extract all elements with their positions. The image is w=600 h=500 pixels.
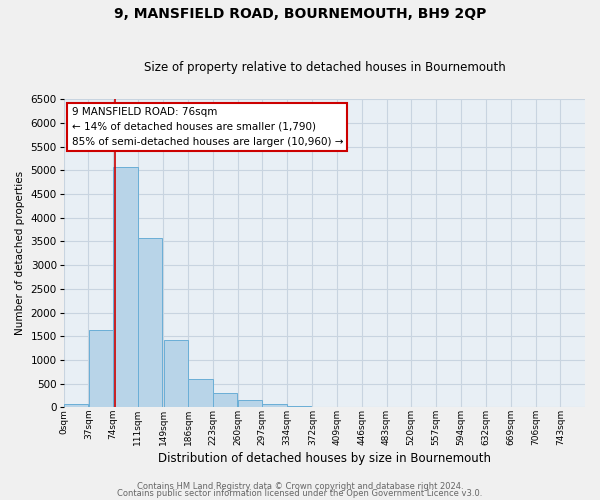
Y-axis label: Number of detached properties: Number of detached properties <box>15 171 25 336</box>
Bar <box>188 380 212 407</box>
Bar <box>138 238 163 408</box>
Bar <box>287 406 311 408</box>
Bar <box>64 404 88 407</box>
Title: Size of property relative to detached houses in Bournemouth: Size of property relative to detached ho… <box>143 62 505 74</box>
X-axis label: Distribution of detached houses by size in Bournemouth: Distribution of detached houses by size … <box>158 452 491 465</box>
Bar <box>113 166 137 408</box>
Bar <box>238 400 262 407</box>
Text: Contains public sector information licensed under the Open Government Licence v3: Contains public sector information licen… <box>118 488 482 498</box>
Bar <box>89 330 113 407</box>
Bar <box>213 393 237 407</box>
Bar <box>262 404 287 407</box>
Text: 9, MANSFIELD ROAD, BOURNEMOUTH, BH9 2QP: 9, MANSFIELD ROAD, BOURNEMOUTH, BH9 2QP <box>114 8 486 22</box>
Bar <box>164 340 188 407</box>
Text: Contains HM Land Registry data © Crown copyright and database right 2024.: Contains HM Land Registry data © Crown c… <box>137 482 463 491</box>
Text: 9 MANSFIELD ROAD: 76sqm
← 14% of detached houses are smaller (1,790)
85% of semi: 9 MANSFIELD ROAD: 76sqm ← 14% of detache… <box>71 107 343 146</box>
